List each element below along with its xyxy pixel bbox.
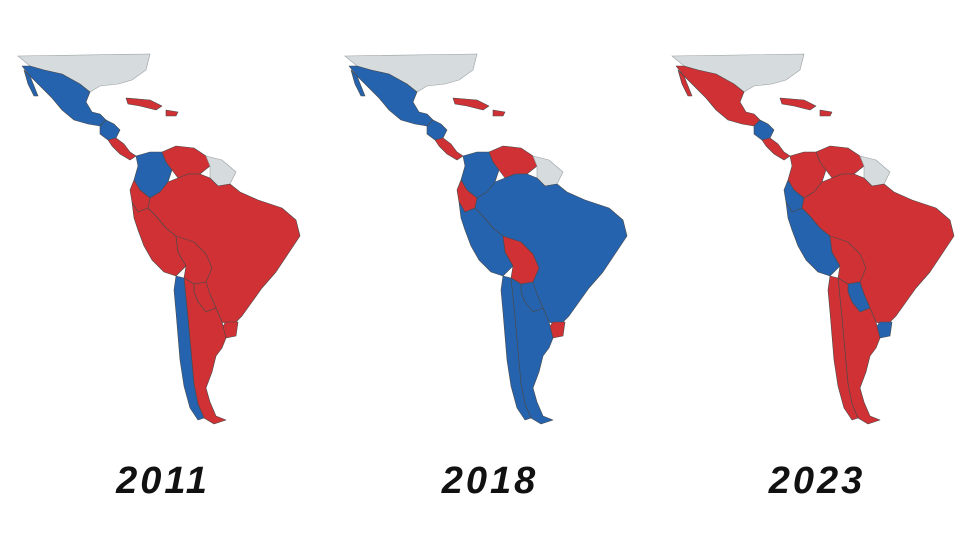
year-label: 2018 <box>441 460 539 502</box>
latin-america-map <box>17 53 301 425</box>
map-panel-2018: 2018 <box>327 0 653 540</box>
year-label: 2011 <box>116 460 210 502</box>
map-panel-2023: 2023 <box>654 0 980 540</box>
central-america-south-region <box>761 137 791 161</box>
mexico-baja-region <box>677 69 693 97</box>
chile-region <box>827 275 859 421</box>
caribbean-region <box>452 97 506 117</box>
latin-america-map <box>671 53 955 425</box>
year-label: 2023 <box>768 460 866 502</box>
central-america-north-region <box>753 119 775 141</box>
caribbean-region <box>779 97 833 117</box>
chile-region <box>500 275 532 421</box>
central-america-north-region <box>426 119 448 141</box>
map-panel-2011: 2011 <box>0 0 326 540</box>
chile-region <box>173 275 205 421</box>
central-america-north-region <box>99 119 121 141</box>
central-america-south-region <box>434 137 464 161</box>
central-america-south-region <box>107 137 137 161</box>
latin-america-map <box>344 53 628 425</box>
caribbean-region <box>125 97 179 117</box>
mexico-baja-region <box>350 69 366 97</box>
mexico-baja-region <box>23 69 39 97</box>
